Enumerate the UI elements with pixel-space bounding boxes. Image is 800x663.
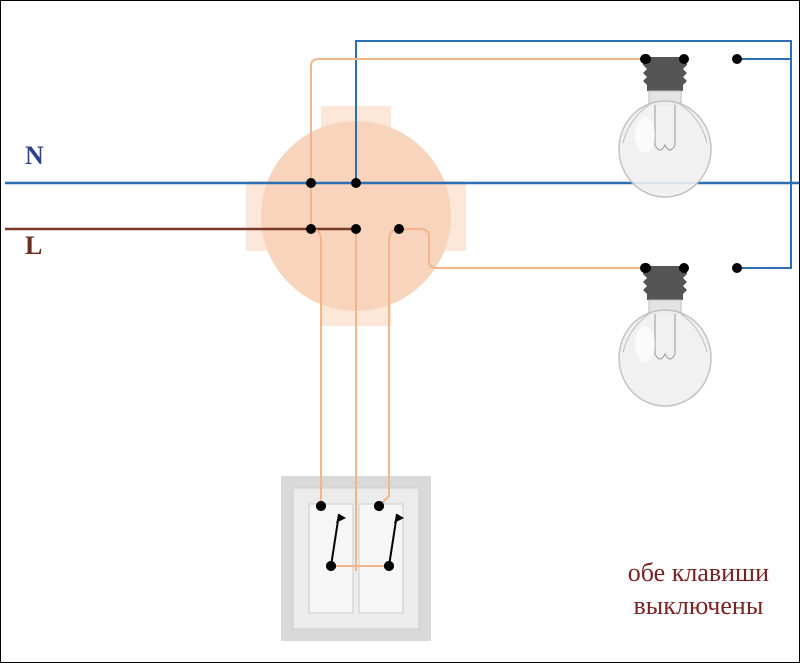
caption-line-1: обе клавиши [628, 557, 769, 590]
terminal-5 [316, 501, 326, 511]
terminal-8 [384, 561, 394, 571]
wire-N_to_bulb2 [737, 59, 791, 268]
caption-line-2: выключены [628, 590, 769, 623]
terminal-6 [326, 561, 336, 571]
neutral-label: N [25, 141, 44, 171]
live-label: L [25, 231, 42, 261]
switch-key-1[interactable] [309, 504, 353, 613]
terminal-11 [640, 263, 650, 273]
caption: обе клавиши выключены [628, 557, 769, 622]
terminal-3 [394, 224, 404, 234]
terminal-4 [351, 178, 361, 188]
light-bulb-2 [619, 263, 711, 406]
terminal-10 [732, 54, 742, 64]
terminal-2 [351, 224, 361, 234]
terminal-12 [732, 263, 742, 273]
terminal-7 [374, 501, 384, 511]
terminal-0 [306, 178, 316, 188]
terminal-9 [640, 54, 650, 64]
terminal-1 [306, 224, 316, 234]
light-bulb-1 [619, 54, 711, 197]
